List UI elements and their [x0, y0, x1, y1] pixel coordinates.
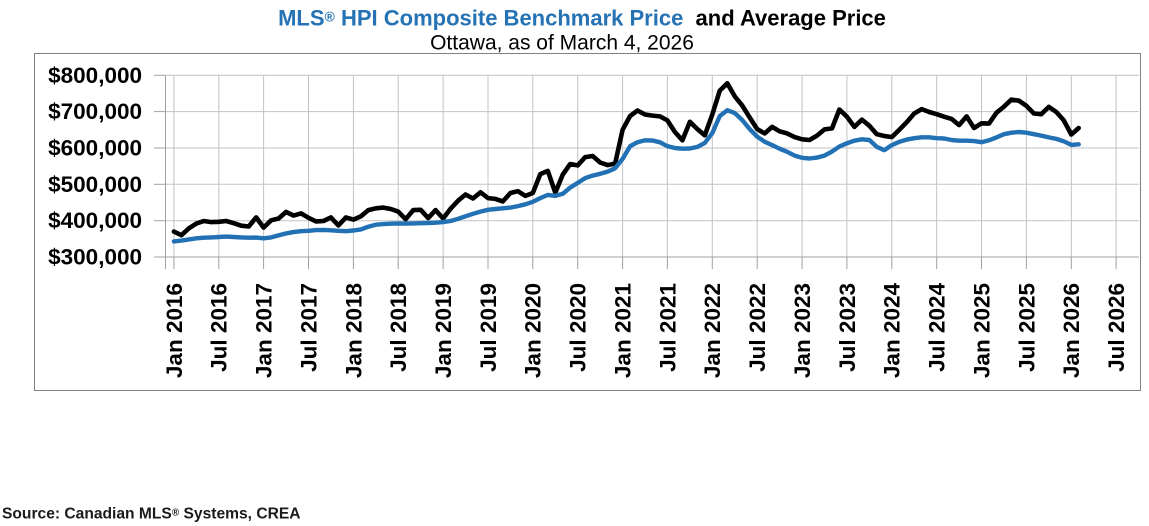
svg-text:Jul 2020: Jul 2020 — [566, 283, 591, 372]
svg-text:$600,000: $600,000 — [48, 136, 142, 161]
svg-text:MLS® HPI Composite Benchmark P: MLS® HPI Composite Benchmark Price and A… — [278, 6, 886, 31]
svg-text:Jan 2024: Jan 2024 — [880, 283, 905, 379]
svg-text:Jul 2018: Jul 2018 — [386, 283, 411, 372]
svg-text:Jul 2019: Jul 2019 — [476, 283, 501, 372]
svg-text:Jan 2021: Jan 2021 — [611, 283, 636, 378]
svg-text:Jan 2018: Jan 2018 — [341, 283, 366, 378]
svg-text:Jul 2026: Jul 2026 — [1104, 283, 1129, 372]
svg-text:Jan 2022: Jan 2022 — [700, 283, 725, 378]
svg-text:Jan 2016: Jan 2016 — [162, 283, 187, 378]
svg-text:Jul 2025: Jul 2025 — [1014, 283, 1039, 372]
svg-text:Jul 2024: Jul 2024 — [925, 283, 950, 372]
svg-text:$500,000: $500,000 — [48, 172, 142, 197]
svg-text:Jul 2022: Jul 2022 — [745, 283, 770, 372]
svg-text:Jan 2026: Jan 2026 — [1059, 283, 1084, 378]
svg-text:Jul 2021: Jul 2021 — [655, 283, 680, 372]
svg-text:Jan 2025: Jan 2025 — [969, 283, 994, 378]
svg-text:Jan 2019: Jan 2019 — [431, 283, 456, 378]
svg-text:Jul 2023: Jul 2023 — [835, 283, 860, 372]
svg-text:Jul 2016: Jul 2016 — [207, 283, 232, 372]
svg-text:Jul 2017: Jul 2017 — [296, 283, 321, 372]
svg-text:$700,000: $700,000 — [48, 99, 142, 124]
svg-text:Ottawa, as of March 4, 2026: Ottawa, as of March 4, 2026 — [430, 32, 694, 55]
svg-text:Source: Canadian MLS® Systems,: Source: Canadian MLS® Systems, CREA — [2, 506, 301, 523]
svg-text:Jan 2020: Jan 2020 — [521, 283, 546, 378]
svg-text:Jan 2017: Jan 2017 — [252, 283, 277, 378]
svg-text:Jan 2023: Jan 2023 — [790, 283, 815, 378]
svg-text:$300,000: $300,000 — [48, 245, 142, 270]
svg-text:$400,000: $400,000 — [48, 208, 142, 233]
svg-text:$800,000: $800,000 — [48, 63, 142, 88]
